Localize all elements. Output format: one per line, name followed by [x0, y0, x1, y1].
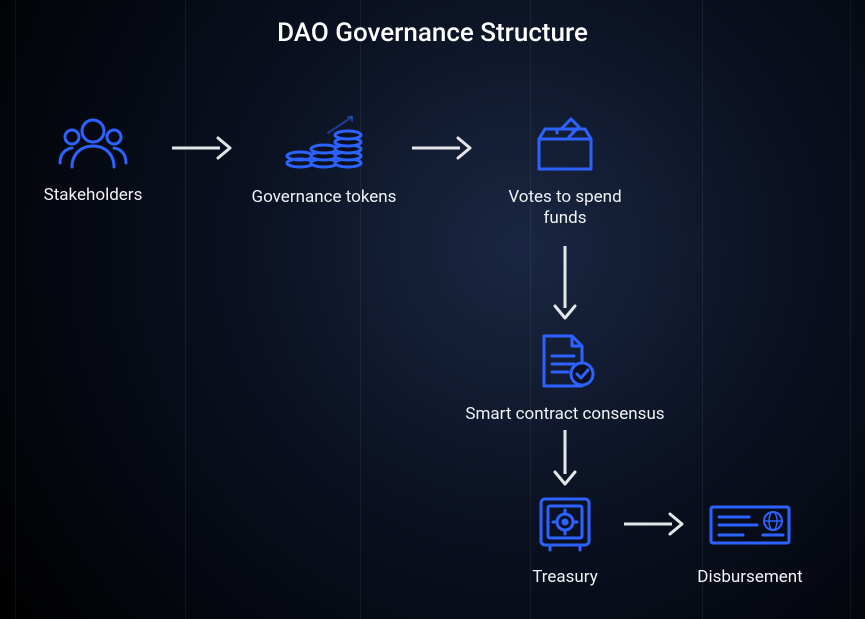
node-label: Stakeholders	[0, 185, 203, 206]
node-consensus: Smart contract consensus	[455, 332, 675, 425]
arrow-down-icon	[549, 244, 581, 322]
gridline	[15, 0, 16, 619]
arrow-down-icon	[549, 428, 581, 488]
ballot-icon	[533, 115, 597, 177]
arrow-right-icon	[410, 132, 474, 164]
node-tokens: Governance tokens	[214, 115, 434, 208]
safe-icon	[536, 495, 594, 557]
gridline	[360, 0, 361, 619]
coins-icon	[282, 115, 366, 177]
arrow-right-icon	[622, 508, 686, 540]
node-label: Smart contract consensus	[455, 404, 675, 425]
arrow-right-icon	[170, 132, 234, 164]
node-label: Votes to spend funds	[495, 187, 635, 230]
node-label: Disbursement	[640, 567, 860, 588]
cheque-icon	[707, 495, 793, 557]
diagram-title: DAO Governance Structure	[0, 18, 865, 48]
gridline	[185, 0, 186, 619]
document-check-icon	[534, 332, 596, 394]
node-votes: Votes to spend funds	[455, 115, 675, 230]
people-icon	[57, 115, 129, 175]
node-label: Governance tokens	[249, 187, 399, 208]
diagram-canvas: DAO Governance Structure Stakeholders	[0, 0, 865, 619]
